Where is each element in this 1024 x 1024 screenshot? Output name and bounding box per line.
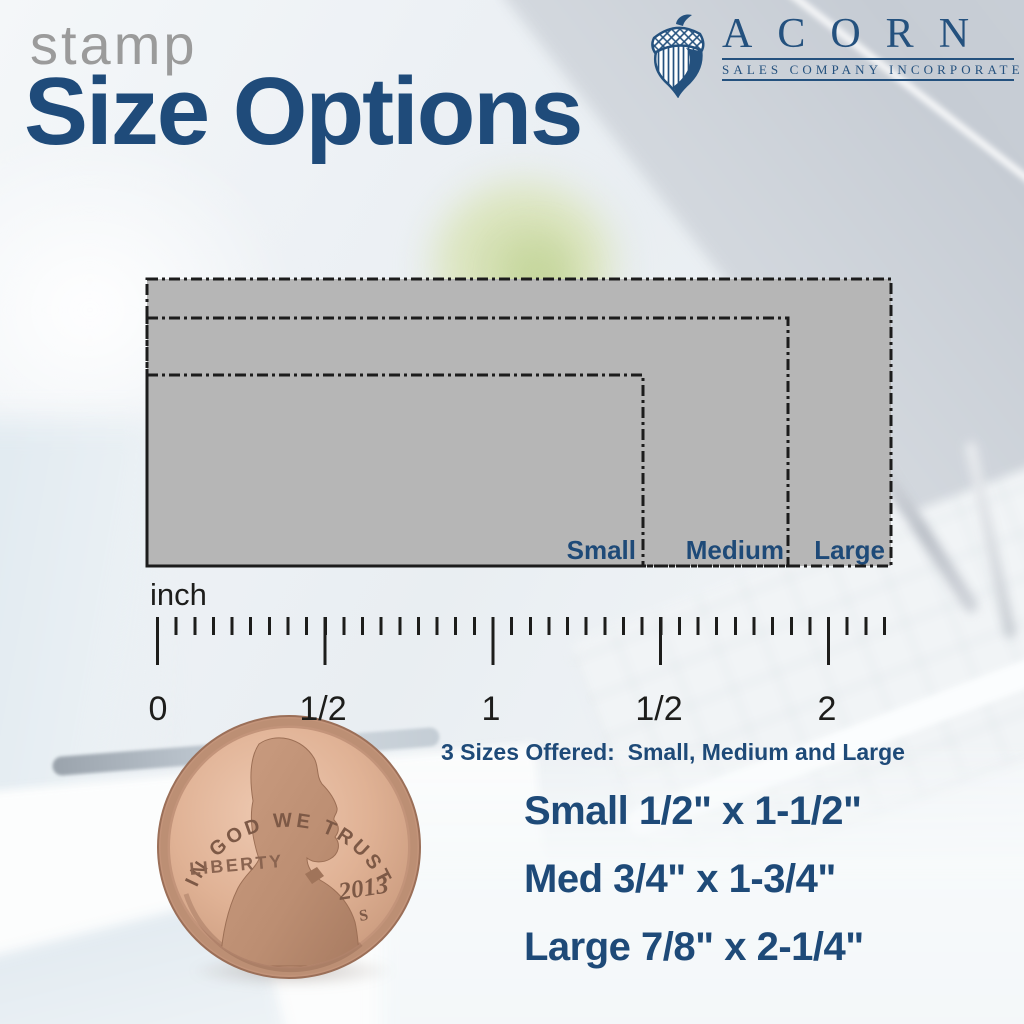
ruler-tick-label: 2 (817, 690, 837, 728)
stamp-label: stamp (30, 13, 198, 76)
ruler-tick-label: 1 (481, 690, 501, 728)
ruler-minor-ticks (156, 617, 892, 635)
left-blue-haze (0, 420, 160, 840)
penny-image: IN GOD WE TRUST LIBERTY 2013 S (157, 715, 421, 979)
sizes-offered-heading: 3 Sizes Offered: Small, Medium and Large (441, 739, 905, 765)
ruler-unit-label: inch (150, 577, 207, 612)
size-spec-medium: Med 3/4" x 1-3/4" (524, 857, 836, 901)
ruler-tick-label: 1/2 (299, 690, 347, 728)
size-spec-large: Large 7/8" x 2-1/4" (524, 925, 864, 969)
logo-rule-bottom (722, 79, 1014, 81)
small-size-label: Small (566, 535, 636, 565)
medium-size-label: Medium (685, 535, 784, 565)
large-size-label: Large (814, 535, 885, 565)
logo-tagline: SALES COMPANY INCORPORATED (722, 62, 1024, 77)
logo-wordmark: ACORN (722, 11, 995, 57)
large-stamp-outline (145, 277, 893, 568)
size-spec-small: Small 1/2" x 1-1/2" (524, 789, 862, 833)
acorn-icon (651, 14, 705, 98)
size-comparison-diagram (145, 277, 893, 568)
ruler-tick-label: 1/2 (635, 690, 683, 728)
pencil-blur (964, 441, 1017, 639)
page-title: Size Options (24, 58, 583, 165)
acorn-logo: ACORN SALES COMPANY INCORPORATED (646, 8, 1024, 100)
logo-rule-top (722, 58, 1014, 60)
ruler-tick-label: 0 (148, 690, 168, 728)
